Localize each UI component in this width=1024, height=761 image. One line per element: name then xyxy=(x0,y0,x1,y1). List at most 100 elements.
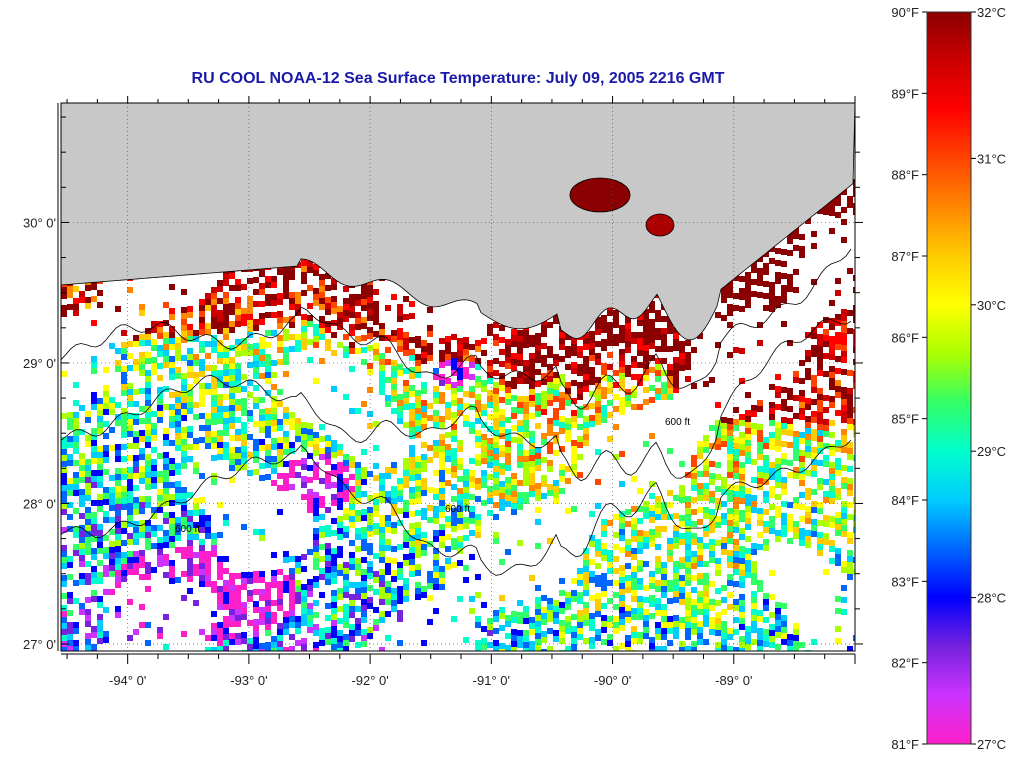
sst-pixel xyxy=(841,345,847,351)
sst-pixel xyxy=(661,592,667,598)
sst-pixel xyxy=(457,362,463,368)
sst-pixel xyxy=(85,435,91,441)
sst-pixel xyxy=(319,628,325,634)
sst-pixel xyxy=(289,592,295,598)
sst-pixel xyxy=(277,587,283,593)
sst-pixel xyxy=(361,641,367,647)
sst-pixel xyxy=(835,596,841,602)
sst-pixel xyxy=(265,312,271,318)
sst-pixel xyxy=(673,339,679,345)
sst-pixel xyxy=(475,526,481,532)
sst-pixel xyxy=(547,466,553,472)
sst-pixel xyxy=(235,339,241,345)
sst-pixel xyxy=(115,444,121,450)
sst-pixel xyxy=(559,404,565,410)
sst-pixel xyxy=(433,452,439,458)
sst-pixel xyxy=(517,402,523,408)
sst-pixel xyxy=(661,616,667,622)
sst-pixel xyxy=(241,308,247,314)
sst-pixel xyxy=(787,280,793,286)
sst-pixel xyxy=(661,502,667,508)
sst-pixel xyxy=(109,559,115,565)
sst-pixel xyxy=(391,522,397,528)
sst-pixel xyxy=(157,393,163,399)
sst-pixel xyxy=(61,287,67,293)
sst-pixel xyxy=(835,410,841,416)
sst-pixel xyxy=(853,209,855,215)
sst-pixel xyxy=(409,547,415,553)
sst-pixel xyxy=(265,474,271,480)
sst-pixel xyxy=(691,557,697,563)
sst-pixel xyxy=(487,414,493,420)
sst-pixel xyxy=(397,406,403,412)
sst-pixel xyxy=(91,632,97,638)
sst-pixel xyxy=(493,460,499,466)
sst-pixel xyxy=(313,546,319,552)
sst-pixel xyxy=(265,390,271,396)
sst-pixel xyxy=(61,593,67,599)
sst-pixel xyxy=(133,455,139,461)
sst-pixel xyxy=(445,504,451,510)
sst-pixel xyxy=(667,370,673,376)
sst-pixel xyxy=(73,646,79,651)
sst-pixel xyxy=(691,509,697,515)
sst-pixel xyxy=(277,269,283,275)
sst-pixel xyxy=(823,569,829,575)
sst-pixel xyxy=(127,383,133,389)
sst-pixel xyxy=(763,467,769,473)
sst-pixel xyxy=(667,322,673,328)
sst-pixel xyxy=(739,570,745,576)
sst-pixel xyxy=(415,342,421,348)
sst-pixel xyxy=(235,303,241,309)
sst-pixel xyxy=(343,592,349,598)
sst-pixel xyxy=(625,347,631,353)
sst-pixel xyxy=(193,360,199,366)
sst-pixel xyxy=(787,514,793,520)
sst-pixel xyxy=(343,622,349,628)
sst-pixel xyxy=(607,340,613,346)
sst-pixel xyxy=(625,509,631,515)
sst-pixel xyxy=(355,486,361,492)
sst-pixel xyxy=(721,597,727,603)
sst-pixel xyxy=(103,445,109,451)
sst-pixel xyxy=(547,448,553,454)
sst-pixel xyxy=(343,532,349,538)
sst-pixel xyxy=(199,575,205,581)
sst-pixel xyxy=(163,338,169,344)
sst-pixel xyxy=(535,393,541,399)
sst-pixel xyxy=(313,624,319,630)
sst-pixel xyxy=(721,483,727,489)
sst-pixel xyxy=(163,518,169,524)
sst-pixel xyxy=(583,608,589,614)
sst-pixel xyxy=(175,577,181,583)
sst-pixel xyxy=(157,555,163,561)
sst-pixel xyxy=(199,473,205,479)
sst-pixel xyxy=(493,394,499,400)
sst-pixel xyxy=(271,642,277,648)
sst-pixel xyxy=(517,492,523,498)
sst-pixel xyxy=(457,464,463,470)
sst-pixel xyxy=(259,301,265,307)
sst-pixel xyxy=(139,352,145,358)
sst-pixel xyxy=(733,605,739,611)
sst-pixel xyxy=(577,628,583,634)
sst-pixel xyxy=(781,483,787,489)
sst-pixel xyxy=(421,460,427,466)
sst-pixel xyxy=(355,588,361,594)
sst-pixel xyxy=(187,444,193,450)
sst-pixel xyxy=(475,430,481,436)
sst-pixel xyxy=(793,455,799,461)
sst-pixel xyxy=(763,251,769,257)
sst-pixel xyxy=(829,486,835,492)
sst-pixel xyxy=(595,323,601,329)
sst-pixel xyxy=(385,557,391,563)
sst-pixel xyxy=(811,531,817,537)
sst-pixel xyxy=(169,470,175,476)
sst-pixel xyxy=(619,337,625,343)
sst-pixel xyxy=(127,425,133,431)
sst-pixel xyxy=(799,516,805,522)
sst-pixel xyxy=(331,530,337,536)
sst-pixel xyxy=(253,631,259,637)
sst-pixel xyxy=(811,501,817,507)
sst-pixel xyxy=(391,600,397,606)
